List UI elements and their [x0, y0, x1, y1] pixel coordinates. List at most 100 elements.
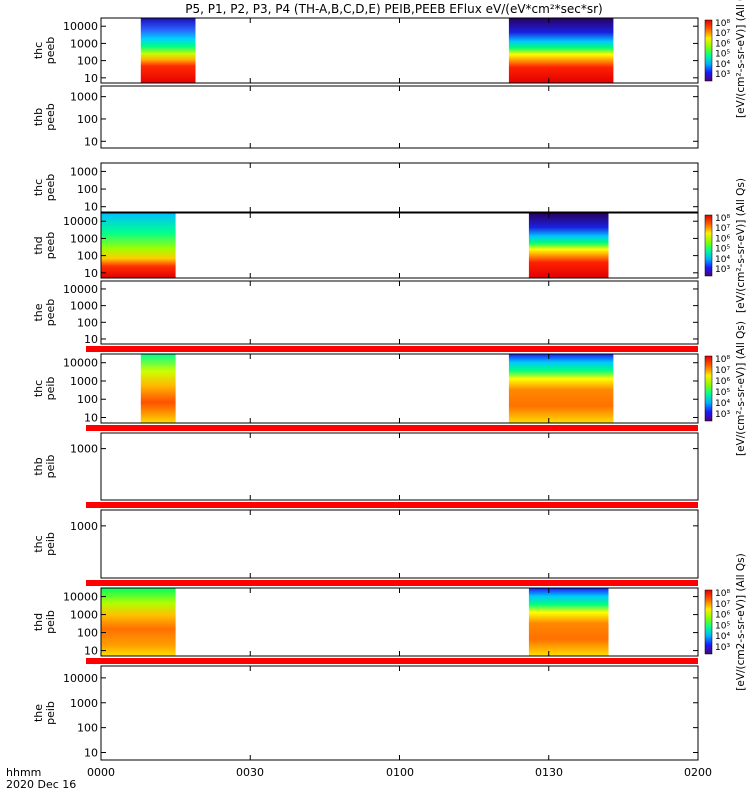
separator-bar: [86, 580, 698, 586]
colorbar-tick-label: 10⁴: [715, 399, 730, 409]
panel-thc-peib: 1000 thc peib: [32, 509, 699, 579]
data-block: [140, 18, 196, 83]
y-axis-label: peib: [44, 610, 57, 634]
colorbar-tick-label: 10³: [715, 70, 730, 80]
y-axis-label: peeb: [44, 232, 57, 260]
y-axis-label: peeb: [44, 174, 57, 202]
y-tick-label: 10000: [63, 215, 98, 228]
data-block: [508, 18, 614, 83]
panel-frame: [100, 162, 699, 213]
y-tick-label: 1000: [70, 375, 98, 388]
colorbar-units: [eV/(cm²-s-sr-eV)] (All Qs): [735, 178, 747, 313]
data-block: [101, 588, 176, 656]
time-tick-label: 0200: [684, 766, 712, 779]
y-tick-label: 1000: [70, 300, 98, 313]
separator-bar: [86, 346, 698, 352]
y-tick-label: 100: [77, 55, 98, 68]
y-tick-label: 10000: [63, 283, 98, 296]
y-tick-label: 100: [77, 250, 98, 263]
y-axis-label: the: [32, 303, 45, 321]
colorbar-tick-label: 10⁵: [715, 388, 730, 398]
y-tick-label: 10000: [63, 672, 98, 685]
y-tick-label: 100: [77, 627, 98, 640]
colorbar-units: [eV/(cm2-s-sr-eV)] (All Qs): [735, 553, 747, 690]
data-block: [101, 213, 176, 278]
y-axis-label: the: [32, 704, 45, 722]
y-tick-label: 1000: [70, 443, 98, 456]
y-tick-label: 10000: [63, 20, 98, 33]
colorbar-tick-label: 10⁸: [715, 589, 730, 599]
panel-thc-peeb: 1000 100 10 thc peeb: [32, 162, 699, 214]
y-tick-label: 1000: [70, 609, 98, 622]
time-axis: hhmm 2020 Dec 16 0000 0030 0100 0130 020…: [6, 766, 712, 791]
colorbar-tick-label: 10⁵: [715, 50, 730, 60]
date-label: 2020 Dec 16: [6, 778, 76, 791]
y-axis-label: thd: [32, 236, 45, 254]
colorbar: [704, 19, 713, 82]
y-tick-label: 100: [77, 183, 98, 196]
colorbar-tick-label: 10⁵: [715, 621, 730, 631]
y-tick-label: 10: [84, 645, 98, 658]
colorbar-tick-label: 10³: [715, 643, 730, 653]
figure-title: P5, P1, P2, P3, P4 (TH-A,B,C,D,E) PEIB,P…: [185, 2, 602, 16]
y-tick-label: 1000: [70, 37, 98, 50]
y-axis-label: thc: [32, 179, 45, 196]
y-axis-label: peib: [44, 455, 57, 479]
colorbar-tick-label: 10⁴: [715, 60, 730, 70]
y-tick-label: 1000: [70, 232, 98, 245]
y-tick-label: 100: [77, 722, 98, 735]
y-tick-label: 1000: [70, 697, 98, 710]
y-axis-label: peib: [44, 701, 57, 725]
y-tick-label: 10: [84, 412, 98, 425]
panel-the-peeb: 10000 1000 100 10 the peeb: [32, 280, 699, 346]
panel-frame: [100, 280, 699, 345]
colorbar-tick-label: 10³: [715, 265, 730, 275]
y-tick-label: 10: [84, 72, 98, 85]
y-axis-label: thc: [32, 535, 45, 552]
colorbar: [704, 589, 713, 655]
data-block: [528, 588, 609, 656]
time-tick-label: 0130: [535, 766, 563, 779]
colorbar: [704, 214, 713, 277]
colorbar: [704, 355, 713, 422]
colorbar-tick-label: 10⁷: [715, 366, 730, 376]
data-block: [528, 213, 609, 278]
panel-thb-peib: 1000 thb peib: [32, 432, 699, 501]
y-tick-label: 1000: [70, 520, 98, 533]
panel-frame: [100, 665, 699, 761]
colorbar-tick-label: 10³: [715, 410, 730, 420]
time-tick-label: 0000: [87, 766, 115, 779]
y-axis-label: peeb: [44, 37, 57, 65]
y-axis-label: peeb: [44, 299, 57, 327]
y-tick-label: 1000: [70, 91, 98, 104]
time-tick-label: 0030: [236, 766, 264, 779]
y-tick-label: 10: [84, 267, 98, 280]
panel-thb-peeb: 1000 100 10 thb peeb: [32, 85, 699, 149]
colorbar-tick-label: 10⁶: [715, 377, 730, 387]
colorbar-tick-label: 10⁸: [715, 355, 730, 365]
colorbar-tick-label: 10⁸: [715, 19, 730, 29]
separator-bar: [86, 425, 698, 431]
colorbar-units: [eV/(cm²-s-sr-eV)] (All Qs): [735, 0, 747, 118]
separator-bar: [86, 502, 698, 508]
y-axis-label: thc: [32, 380, 45, 397]
colorbar-tick-label: 10⁷: [715, 600, 730, 610]
y-tick-label: 100: [77, 393, 98, 406]
y-tick-label: 10: [84, 333, 98, 346]
colorbar-tick-label: 10⁶: [715, 234, 730, 244]
data-block: [140, 354, 176, 423]
separator-bar: [86, 658, 698, 664]
colorbar-tick-label: 10⁵: [715, 245, 730, 255]
y-tick-label: 100: [77, 316, 98, 329]
separator-bars: [86, 346, 698, 664]
panel-frame: [100, 432, 699, 501]
time-axis-unit: hhmm: [6, 766, 41, 779]
data-block: [508, 354, 614, 423]
y-tick-label: 10: [84, 747, 98, 760]
y-axis-label: thc: [32, 42, 45, 59]
y-tick-label: 10000: [63, 591, 98, 604]
